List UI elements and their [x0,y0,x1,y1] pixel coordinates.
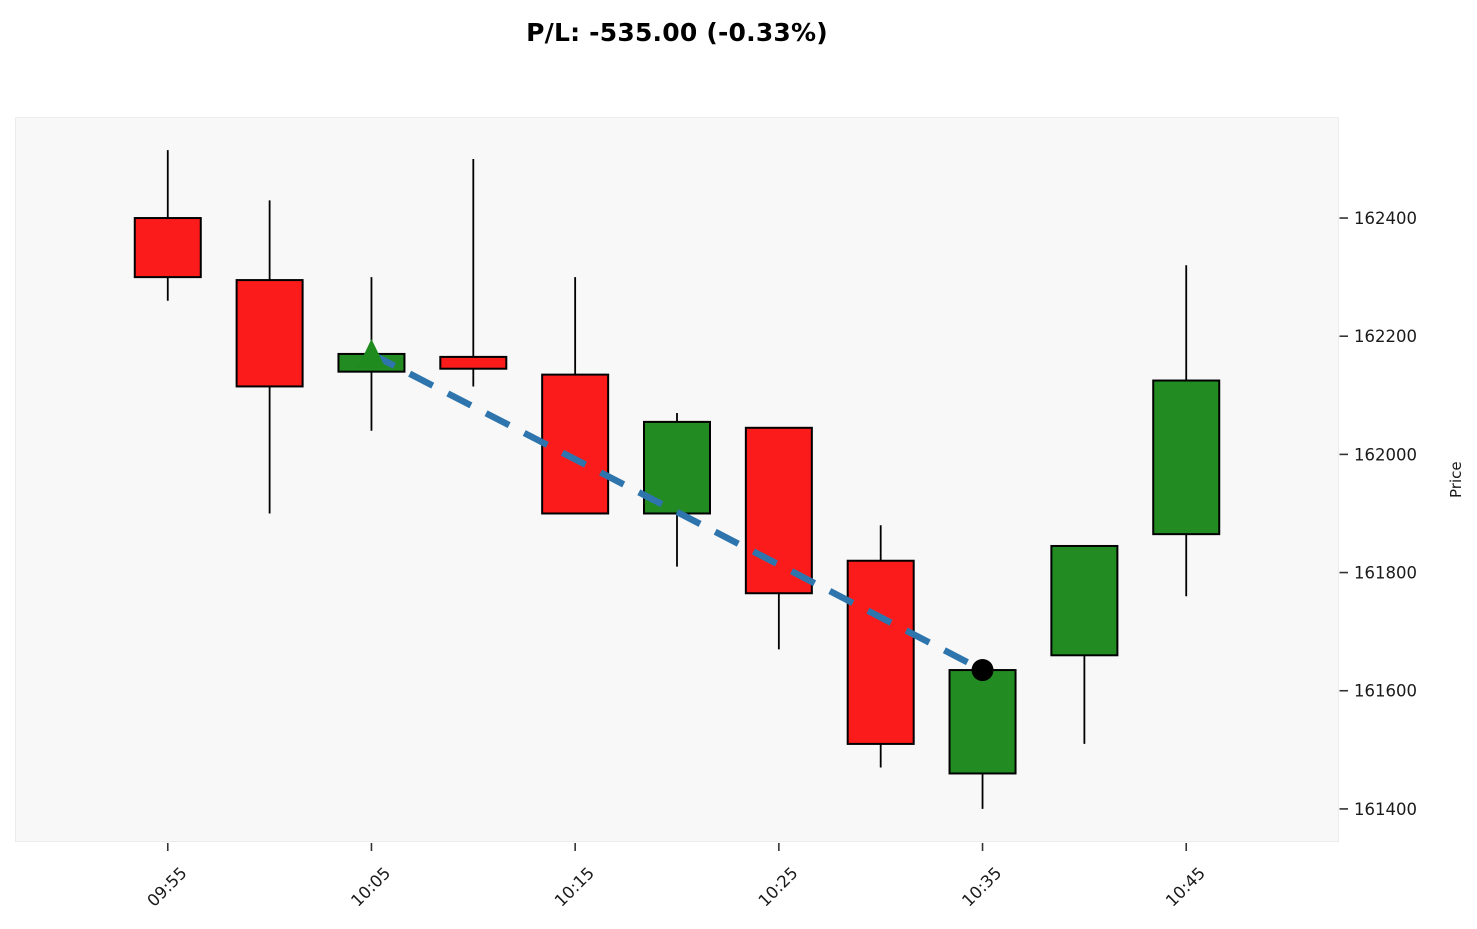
x-tick-label: 10:25 [755,863,802,910]
candle-body [541,373,610,515]
candle-body [235,279,304,388]
y-tick-label: 162200 [1354,327,1417,346]
x-tick-label: 10:35 [958,863,1005,910]
y-axis-title: Price [1447,461,1465,499]
y-tick-label: 161600 [1354,682,1417,701]
candle-body [439,355,508,370]
y-tick-label: 161400 [1354,800,1417,819]
x-tick-label: 10:45 [1162,863,1209,910]
x-tick-label: 09:55 [144,863,191,910]
candle-body [1050,544,1119,657]
candle-body [133,217,202,279]
candle-body [846,559,915,745]
candle-body [948,669,1017,775]
exit-marker-icon [971,659,994,682]
y-tick-label: 161800 [1354,564,1417,583]
chart-title: P/L: -535.00 (-0.33%) [526,18,828,47]
x-tick-label: 10:05 [347,863,394,910]
x-tick-label: 10:15 [551,863,598,910]
entry-marker-icon [357,338,386,368]
candle-body [744,426,813,595]
y-tick-label: 162400 [1354,209,1417,228]
trade-connector-line [369,351,985,673]
candle-body [1152,379,1221,536]
y-tick-label: 162000 [1354,445,1417,464]
candle-body [643,420,711,515]
